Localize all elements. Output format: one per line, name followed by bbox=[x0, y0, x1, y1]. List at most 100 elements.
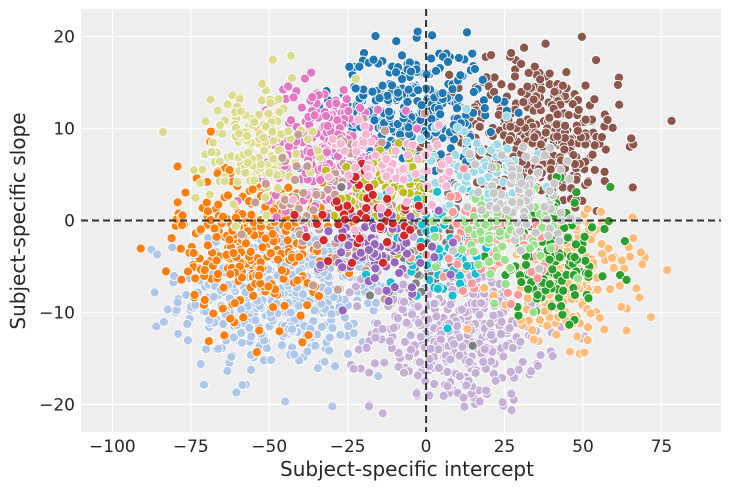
scatter-point bbox=[135, 243, 146, 254]
scatter-point bbox=[338, 84, 349, 96]
scatter-point bbox=[399, 336, 411, 347]
scatter-point bbox=[413, 85, 424, 96]
scatter-point bbox=[666, 115, 677, 126]
scatter-point bbox=[580, 255, 591, 266]
scatter-point bbox=[522, 293, 533, 304]
scatter-point bbox=[532, 360, 544, 371]
scatter-point bbox=[412, 26, 423, 37]
scatter-point bbox=[479, 344, 490, 355]
scatter-point bbox=[587, 149, 598, 160]
scatter-point bbox=[505, 121, 516, 132]
x-axis-label: Subject-specific intercept bbox=[280, 457, 534, 481]
scatter-point bbox=[392, 87, 403, 98]
scatter-point bbox=[457, 341, 468, 352]
scatter-point bbox=[546, 301, 557, 312]
scatter-point bbox=[236, 272, 248, 283]
scatter-point bbox=[350, 162, 361, 173]
scatter-point bbox=[519, 42, 530, 53]
scatter-point bbox=[573, 273, 584, 284]
scatter-point bbox=[457, 184, 468, 195]
scatter-point bbox=[484, 256, 495, 267]
scatter-point bbox=[257, 242, 268, 253]
scatter-point bbox=[464, 356, 475, 367]
scatter-point bbox=[256, 95, 267, 106]
scatter-point bbox=[212, 268, 224, 279]
scatter-point bbox=[597, 271, 608, 282]
scatter-point bbox=[172, 297, 183, 308]
scatter-point bbox=[450, 149, 461, 160]
scatter-point bbox=[589, 94, 600, 105]
scatter-point bbox=[599, 166, 610, 177]
scatter-point bbox=[245, 364, 257, 375]
scatter-point bbox=[614, 280, 625, 291]
scatter-point bbox=[379, 125, 391, 136]
scatter-point bbox=[599, 224, 610, 235]
scatter-point bbox=[398, 367, 410, 378]
scatter-point bbox=[448, 339, 459, 350]
scatter-point bbox=[364, 290, 375, 301]
scatter-point bbox=[364, 367, 375, 378]
scatter-point bbox=[527, 325, 538, 336]
scatter-point bbox=[562, 232, 573, 243]
scatter-point bbox=[370, 150, 381, 161]
scatter-point bbox=[430, 261, 441, 273]
scatter-point bbox=[530, 227, 541, 238]
scatter-point bbox=[167, 242, 178, 253]
scatter-point bbox=[497, 397, 508, 408]
scatter-point bbox=[267, 302, 279, 313]
scatter-point bbox=[662, 265, 673, 276]
scatter-point bbox=[218, 282, 229, 293]
scatter-point bbox=[547, 264, 558, 275]
scatter-point bbox=[529, 132, 540, 143]
scatter-point bbox=[427, 241, 438, 252]
scatter-point bbox=[473, 187, 484, 198]
scatter-point bbox=[467, 340, 478, 351]
scatter-point bbox=[240, 238, 251, 249]
scatter-point bbox=[258, 132, 269, 143]
scatter-point bbox=[312, 363, 323, 374]
scatter-point bbox=[506, 47, 517, 59]
scatter-point bbox=[282, 235, 293, 246]
scatter-point bbox=[504, 134, 515, 145]
scatter-point bbox=[389, 257, 400, 268]
scatter-point bbox=[468, 86, 479, 98]
scatter-point bbox=[236, 229, 247, 240]
scatter-point bbox=[219, 330, 230, 341]
scatter-point bbox=[444, 166, 455, 177]
scatter-point bbox=[416, 100, 427, 111]
scatter-point bbox=[336, 232, 348, 243]
scatter-point bbox=[499, 254, 510, 266]
scatter-point bbox=[544, 185, 555, 196]
scatter-point bbox=[222, 365, 233, 377]
scatter-point bbox=[208, 308, 219, 319]
scatter-point bbox=[551, 329, 562, 340]
scatter-point bbox=[413, 317, 424, 328]
scatter-point bbox=[335, 329, 346, 340]
scatter-point bbox=[413, 301, 424, 312]
scatter-point bbox=[454, 371, 465, 382]
scatter-point bbox=[311, 218, 322, 230]
scatter-point bbox=[513, 107, 524, 118]
scatter-point bbox=[501, 204, 512, 216]
scatter-point bbox=[283, 182, 294, 193]
scatter-point bbox=[350, 281, 361, 292]
scatter-point bbox=[260, 178, 271, 189]
scatter-point bbox=[458, 392, 469, 403]
scatter-point bbox=[307, 92, 318, 103]
x-tick-label: 75 bbox=[651, 437, 673, 457]
scatter-point bbox=[405, 224, 416, 235]
scatter-point bbox=[552, 131, 563, 142]
scatter-point bbox=[149, 287, 160, 298]
scatter-point bbox=[442, 323, 453, 334]
scatter-point bbox=[355, 102, 366, 114]
scatter-point bbox=[299, 73, 310, 84]
scatter-point bbox=[405, 211, 416, 222]
scatter-point bbox=[430, 231, 441, 243]
scatter-point bbox=[377, 408, 388, 419]
scatter-point bbox=[614, 99, 625, 110]
scatter-point bbox=[202, 206, 213, 217]
scatter-point bbox=[382, 237, 393, 248]
scatter-point bbox=[496, 316, 507, 327]
scatter-point bbox=[580, 114, 591, 125]
